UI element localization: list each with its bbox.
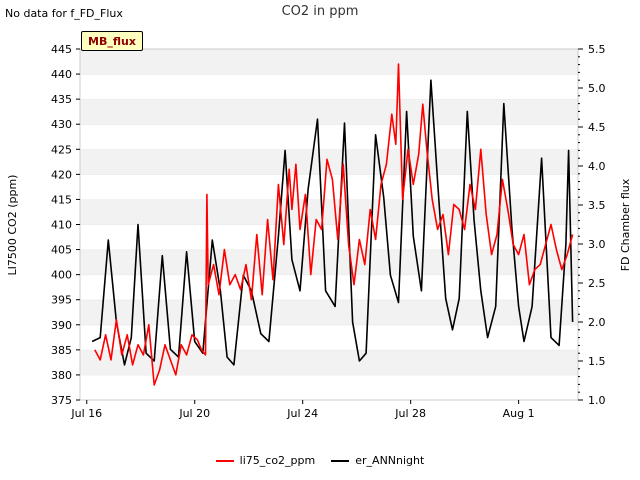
- plot-band: [80, 174, 578, 200]
- y-tick-label-right: 2.0: [588, 316, 606, 329]
- y-tick-label-left: 435: [51, 93, 72, 106]
- plot-band: [80, 374, 578, 400]
- y-tick-label-right: 1.0: [588, 394, 606, 407]
- legend-item-er-annnight[interactable]: er_ANNnight: [331, 454, 424, 467]
- legend-item-li75-co2[interactable]: li75_co2_ppm: [215, 454, 316, 467]
- y-tick-label-right: 3.5: [588, 199, 606, 212]
- y-tick-label-left: 445: [51, 43, 72, 56]
- plot-band: [80, 199, 578, 225]
- y-tick-label-right: 5.0: [588, 82, 606, 95]
- plot-band: [80, 149, 578, 175]
- x-tick-label: Jul 16: [70, 407, 102, 420]
- x-axis: Jul 16 Jul 20 Jul 24 Jul 28 Aug 1: [70, 400, 535, 420]
- plot-band: [80, 99, 578, 125]
- y-tick-label-left: 440: [51, 68, 72, 81]
- y-axis-right-label: FD Chamber flux: [619, 178, 632, 271]
- chart-title: CO2 in ppm: [281, 4, 359, 19]
- y-tick-label-left: 375: [51, 394, 72, 407]
- y-tick-label-right: 2.5: [588, 277, 606, 290]
- y-tick-label-left: 415: [51, 193, 72, 206]
- legend-label-er-annnight: er_ANNnight: [355, 454, 425, 467]
- legend-label-li75-co2: li75_co2_ppm: [239, 454, 316, 467]
- y-tick-label-right: 1.5: [588, 355, 606, 368]
- y-tick-label-right: 3.0: [588, 238, 606, 251]
- y-tick-label-left: 400: [51, 269, 72, 282]
- plot-band: [80, 49, 578, 75]
- y-tick-label-left: 420: [51, 168, 72, 181]
- plot-band: [80, 249, 578, 275]
- y-tick-label-left: 425: [51, 143, 72, 156]
- legend: li75_co2_ppm er_ANNnight: [0, 454, 640, 467]
- y-axis-left: 375 380 385 390 395 400 405 410 415 420 425 430 435 4…: [51, 43, 80, 407]
- plot-band: [80, 74, 578, 100]
- x-tick-label: Jul 24: [286, 407, 318, 420]
- mb-flux-badge[interactable]: MB_flux: [81, 31, 143, 51]
- no-data-message: No data for f_FD_Flux: [5, 7, 123, 20]
- y-tick-label-left: 430: [51, 118, 72, 131]
- y-tick-label-right: 5.5: [588, 43, 606, 56]
- y-axis-left-label: LI7500 CO2 (ppm): [6, 175, 19, 276]
- x-tick-label: Jul 20: [178, 407, 210, 420]
- series-line-li75-co2: [94, 63, 574, 386]
- y-tick-label-right: 4.0: [588, 160, 606, 173]
- plot-band: [80, 324, 578, 350]
- x-tick-label: Jul 28: [394, 407, 426, 420]
- plot-band: [80, 224, 578, 250]
- y-tick-label-left: 395: [51, 294, 72, 307]
- legend-swatch-li75-co2: [215, 459, 234, 462]
- y-tick-label-left: 385: [51, 344, 72, 357]
- series-line-er-annnight: [91, 79, 574, 366]
- y-axis-right: 1.0 1.5 2.0 2.5 3.0 3.5 4.0 4.5 5.0 5.5: [578, 43, 606, 407]
- y-tick-label-left: 405: [51, 244, 72, 257]
- y-tick-label-right: 4.5: [588, 121, 606, 134]
- y-tick-label-left: 380: [51, 369, 72, 382]
- legend-swatch-er-annnight: [331, 459, 350, 462]
- plot-band: [80, 124, 578, 150]
- series-layer: [91, 63, 574, 386]
- y-tick-label-left: 390: [51, 319, 72, 332]
- x-tick-label: Aug 1: [503, 407, 535, 420]
- y-tick-label-left: 410: [51, 219, 72, 232]
- plot-band: [80, 299, 578, 325]
- plot-background-bands: [80, 48, 578, 400]
